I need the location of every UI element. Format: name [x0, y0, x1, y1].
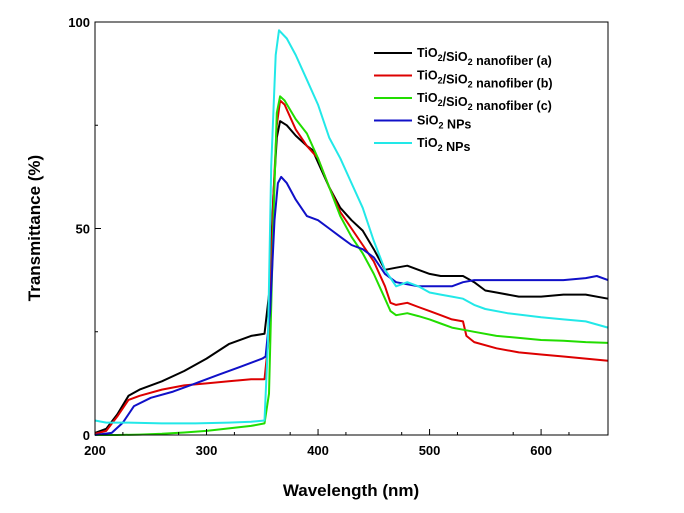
x-tick-label: 300	[196, 443, 218, 458]
y-tick-label: 100	[68, 15, 90, 30]
x-tick-label: 200	[84, 443, 106, 458]
y-tick-label: 0	[83, 428, 90, 443]
series-line-3	[95, 95, 609, 436]
legend-label-4: SiO2 NPs	[417, 114, 471, 132]
legend-label-3: TiO2/SiO2 nanofiber (c)	[417, 91, 552, 113]
series-line-5	[94, 29, 609, 425]
plot-area: 200 300 400 500 600 0 50 100	[68, 15, 609, 458]
legend: TiO2/SiO2 nanofiber (a)TiO2/SiO2 nanofib…	[374, 46, 553, 154]
series-line-2	[94, 99, 609, 435]
x-tick-label: 600	[530, 443, 552, 458]
x-tick-label: 500	[419, 443, 441, 458]
y-tick-label: 50	[76, 222, 90, 237]
x-tick-label: 400	[307, 443, 329, 458]
tick-layer: 200 300 400 500 600 0 50 100	[68, 15, 570, 458]
series-line-1	[94, 120, 609, 434]
legend-label-5: TiO2 NPs	[417, 136, 470, 154]
legend-label-2: TiO2/SiO2 nanofiber (b)	[417, 69, 553, 91]
series-line-4	[94, 175, 609, 436]
x-axis-title: Wavelength (nm)	[283, 481, 419, 500]
y-axis-title: Transmittance (%)	[25, 155, 44, 301]
series-layer	[94, 29, 609, 436]
legend-label-1: TiO2/SiO2 nanofiber (a)	[417, 46, 552, 68]
